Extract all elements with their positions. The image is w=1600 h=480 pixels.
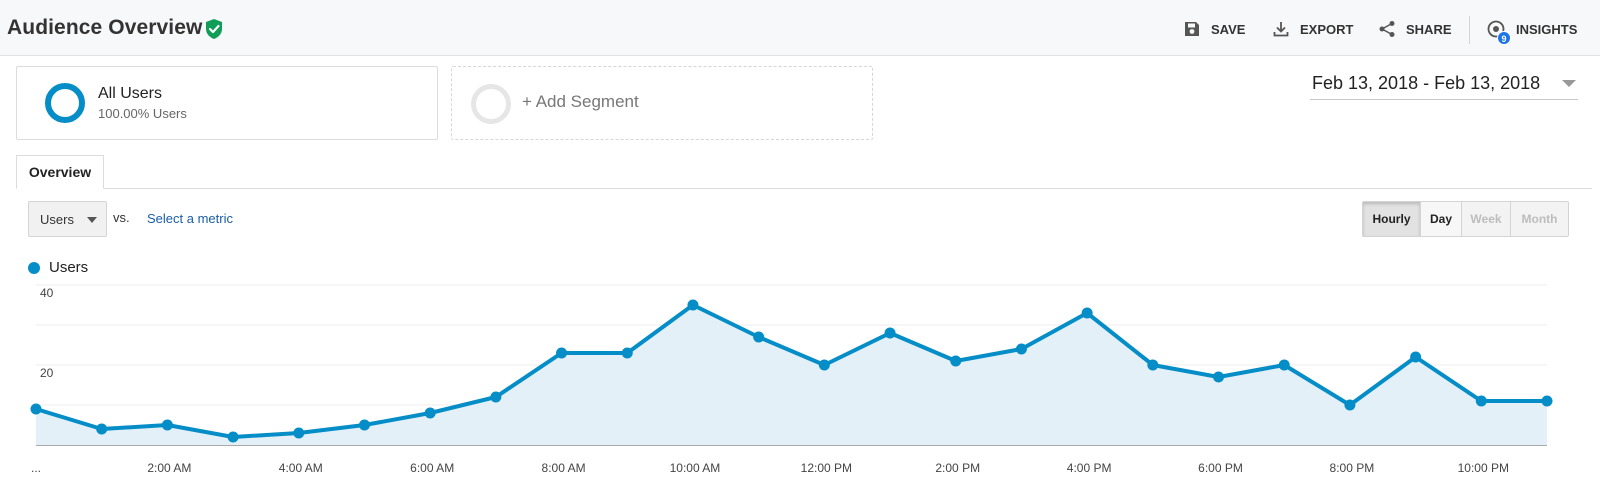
page-title: Audience Overview bbox=[7, 16, 203, 39]
empty-segment-ring-icon bbox=[471, 84, 511, 124]
data-point[interactable] bbox=[1213, 371, 1225, 383]
data-point[interactable] bbox=[1278, 359, 1290, 371]
segment-title: All Users bbox=[98, 85, 163, 102]
share-label: SHARE bbox=[1406, 21, 1452, 37]
date-range-picker[interactable]: Feb 13, 2018 - Feb 13, 2018 bbox=[1310, 70, 1578, 100]
date-range-text: Feb 13, 2018 - Feb 13, 2018 bbox=[1312, 73, 1541, 93]
data-point[interactable] bbox=[1344, 399, 1356, 411]
data-point[interactable] bbox=[161, 419, 173, 431]
data-point[interactable] bbox=[227, 431, 239, 443]
month-button: Month bbox=[1510, 201, 1569, 237]
tab-divider bbox=[16, 188, 1592, 189]
data-point[interactable] bbox=[884, 327, 896, 339]
data-point[interactable] bbox=[621, 347, 633, 359]
download-icon bbox=[1273, 22, 1289, 37]
x-tick-label: ... bbox=[31, 461, 41, 475]
x-tick-label: 6:00 PM bbox=[1198, 461, 1243, 475]
verified-shield-icon bbox=[206, 19, 222, 39]
caret-down-icon bbox=[87, 217, 97, 223]
data-point[interactable] bbox=[293, 427, 305, 439]
save-button[interactable]: SAVE bbox=[1183, 17, 1245, 41]
data-point[interactable] bbox=[1147, 359, 1159, 371]
data-point[interactable] bbox=[556, 347, 568, 359]
y-tick-label: 20 bbox=[40, 366, 54, 380]
data-point[interactable] bbox=[687, 299, 699, 311]
data-point[interactable] bbox=[950, 355, 962, 367]
metric-dropdown[interactable]: Users bbox=[28, 201, 107, 237]
legend-label-users: Users bbox=[49, 259, 89, 276]
tab-overview[interactable]: Overview bbox=[16, 155, 104, 189]
share-icon bbox=[1379, 21, 1395, 37]
add-segment-label: + Add Segment bbox=[522, 92, 639, 111]
data-point[interactable] bbox=[1081, 307, 1093, 319]
toolbar-divider bbox=[1469, 16, 1470, 44]
x-tick-label: 10:00 PM bbox=[1458, 461, 1509, 475]
y-tick-label: 40 bbox=[40, 286, 54, 300]
data-point[interactable] bbox=[490, 391, 502, 403]
insights-button[interactable]: INSIGHTS bbox=[1486, 17, 1577, 41]
data-point[interactable] bbox=[1410, 351, 1422, 363]
x-tick-label: 6:00 AM bbox=[410, 461, 454, 475]
data-point[interactable] bbox=[96, 423, 108, 435]
save-icon bbox=[1185, 22, 1199, 36]
header: Audience Overview SAVE EXPORT SHARE bbox=[0, 0, 1600, 56]
export-label: EXPORT bbox=[1300, 21, 1354, 37]
insights-label: INSIGHTS bbox=[1516, 21, 1578, 37]
data-point[interactable] bbox=[1541, 395, 1553, 407]
data-point[interactable] bbox=[1015, 343, 1027, 355]
x-tick-label: 4:00 PM bbox=[1067, 461, 1112, 475]
chevron-down-icon bbox=[1562, 80, 1576, 87]
segment-subtitle: 100.00% Users bbox=[98, 106, 187, 121]
x-tick-label: 8:00 PM bbox=[1330, 461, 1375, 475]
legend-swatch-users bbox=[28, 262, 40, 274]
save-label: SAVE bbox=[1211, 21, 1246, 37]
users-area-fill bbox=[36, 305, 1547, 445]
hourly-button[interactable]: Hourly bbox=[1362, 201, 1421, 237]
share-button[interactable]: SHARE bbox=[1378, 17, 1452, 41]
metric-selected-label: Users bbox=[40, 212, 74, 227]
x-tick-label: 8:00 AM bbox=[542, 461, 586, 475]
data-point[interactable] bbox=[424, 407, 436, 419]
add-segment-button[interactable]: + Add Segment bbox=[451, 66, 873, 140]
x-tick-label: 2:00 PM bbox=[935, 461, 980, 475]
day-button[interactable]: Day bbox=[1420, 201, 1462, 237]
data-point[interactable] bbox=[753, 331, 765, 343]
segment-ring-icon bbox=[45, 83, 85, 123]
week-button: Week bbox=[1461, 201, 1511, 237]
data-point[interactable] bbox=[358, 419, 370, 431]
vs-label: vs. bbox=[113, 210, 130, 225]
x-tick-label: 4:00 AM bbox=[279, 461, 323, 475]
export-button[interactable]: EXPORT bbox=[1272, 17, 1353, 41]
data-point[interactable] bbox=[30, 403, 42, 415]
data-point[interactable] bbox=[818, 359, 830, 371]
users-series-line bbox=[35, 303, 1547, 439]
x-tick-label: 10:00 AM bbox=[670, 461, 721, 475]
x-tick-label: 2:00 AM bbox=[147, 461, 191, 475]
users-line-chart: 20 40 ... 2:00 AM 4:00 AM 6:00 AM 8:00 AM 10:0… bbox=[30, 284, 1553, 475]
data-point[interactable] bbox=[1475, 395, 1487, 407]
insights-icon bbox=[1487, 20, 1505, 38]
segment-all-users[interactable]: All Users 100.00% Users bbox=[16, 66, 438, 140]
x-tick-label: 12:00 PM bbox=[801, 461, 852, 475]
insights-count-badge: 9 bbox=[1497, 31, 1511, 45]
select-metric-link[interactable]: Select a metric bbox=[147, 211, 233, 226]
